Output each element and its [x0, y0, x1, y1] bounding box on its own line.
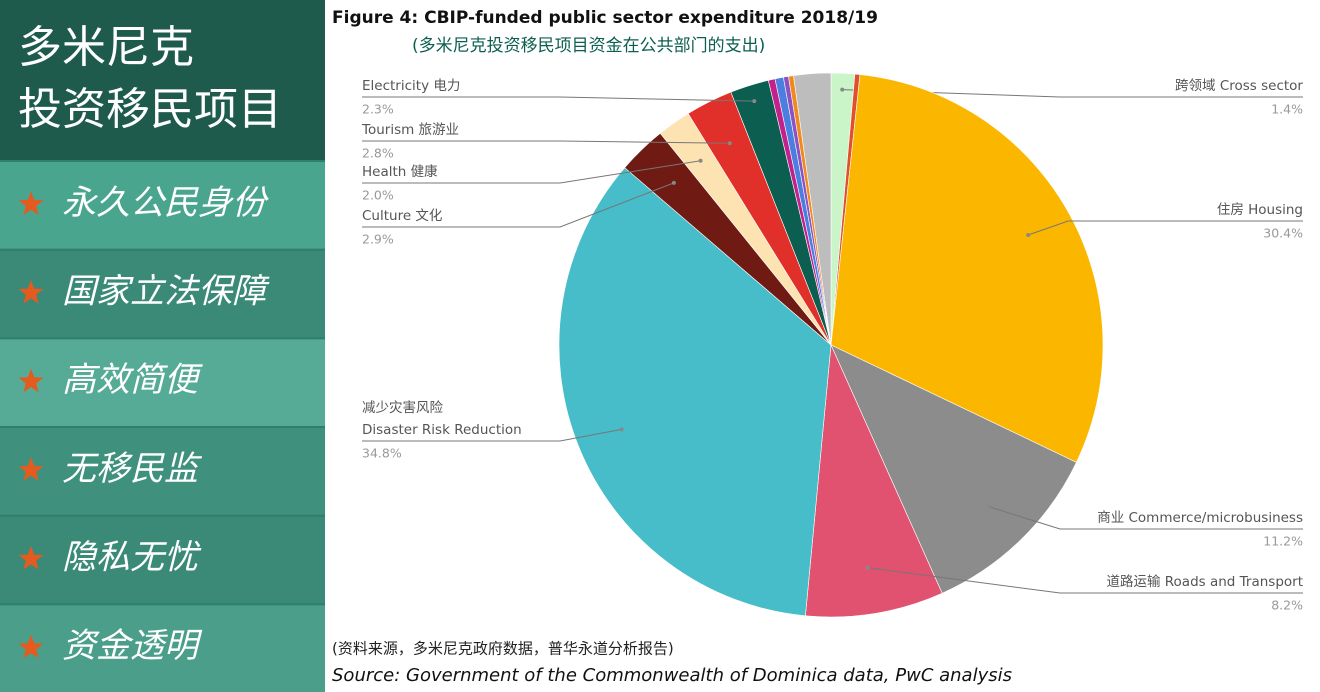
slice-value-label: 2.0% — [362, 188, 394, 203]
slice-value-label: 34.8% — [362, 446, 402, 461]
slice-label: Culture 文化 — [362, 208, 442, 224]
star-icon — [18, 191, 44, 215]
slice-value-label: 8.2% — [1271, 598, 1303, 613]
leader-line — [362, 140, 730, 144]
leader-dot — [865, 565, 870, 570]
pie-slice — [830, 74, 1104, 463]
leader-line — [988, 506, 1303, 530]
slice-label: Health 健康 — [362, 163, 438, 180]
source-note: (资料来源，多米尼克政府数据，普华永道分析报告) — [332, 640, 674, 658]
sidebar-title: 投资移民项目 — [18, 84, 282, 135]
slice-label: 道路运输 Roads and Transport — [1106, 574, 1303, 590]
sidebar-item: 无移民监 — [62, 449, 203, 489]
pie-slice — [793, 72, 832, 346]
sidebar-item: 永久公民身份 — [62, 183, 269, 223]
leader-line — [362, 182, 675, 228]
chart-title: Figure 4: CBIP-funded public sector expe… — [332, 8, 878, 28]
slice-label: Electricity 电力 — [362, 78, 460, 94]
slice-value-label: 30.4% — [1263, 226, 1303, 241]
leader-dot — [698, 158, 703, 163]
sidebar-item-bg — [0, 339, 325, 426]
chart-subtitle: (多米尼克投资移民项目资金在公共部门的支出) — [412, 36, 765, 56]
slice-value-label: 2.3% — [362, 102, 394, 117]
star-icon — [18, 457, 44, 481]
leader-line — [362, 428, 622, 442]
sidebar-title: 多米尼克 — [18, 22, 194, 73]
pie-slice — [805, 343, 943, 618]
leader-dot — [1026, 232, 1031, 237]
sidebar-item: 资金透明 — [62, 626, 203, 666]
slice-value-label: 1.4% — [1271, 102, 1303, 117]
sidebar-item-bg — [0, 516, 325, 604]
sidebar-item: 国家立法保障 — [62, 272, 270, 312]
star-icon — [18, 634, 44, 659]
leader-line — [362, 96, 755, 102]
slice-label: 商业 Commerce/microbusiness — [1097, 510, 1303, 526]
source: Source: Government of the Commonwealth o… — [332, 665, 1012, 686]
leader-dot — [840, 87, 845, 92]
slice-label: Disaster Risk Reduction — [362, 422, 522, 438]
slice-label: 跨领域 Cross sector — [1175, 78, 1303, 94]
leader-dot — [986, 504, 991, 509]
leader-dot — [727, 141, 732, 146]
leader-line — [867, 567, 1303, 594]
sidebar-item-bg — [0, 605, 325, 692]
sidebar-item-bg — [0, 428, 325, 515]
slice-label: Tourism 旅游业 — [361, 122, 459, 138]
star-icon — [18, 368, 44, 393]
slice-label: 住房 Housing — [1217, 202, 1303, 218]
leader-dot — [671, 180, 676, 185]
pie-slice — [558, 167, 832, 617]
pie-slice — [830, 344, 1077, 594]
leader-dot — [752, 99, 757, 104]
leader-dot — [619, 427, 624, 432]
sidebar-item-bg — [0, 250, 325, 338]
sidebar-title-bg — [0, 0, 325, 160]
sidebar-item: 隐私无忧 — [62, 538, 202, 578]
leader-line — [1027, 220, 1303, 236]
slice-value-label: 2.9% — [362, 232, 394, 247]
slice-value-label: 11.2% — [1263, 534, 1303, 549]
star-icon — [18, 546, 44, 570]
slice-value-label: 2.8% — [362, 146, 394, 161]
sidebar-item-bg — [0, 162, 325, 249]
sidebar-item: 高效简便 — [62, 360, 203, 400]
leader-line — [362, 160, 701, 184]
slice-label: 减少灾害风险 — [362, 399, 443, 416]
star-icon — [18, 280, 44, 304]
